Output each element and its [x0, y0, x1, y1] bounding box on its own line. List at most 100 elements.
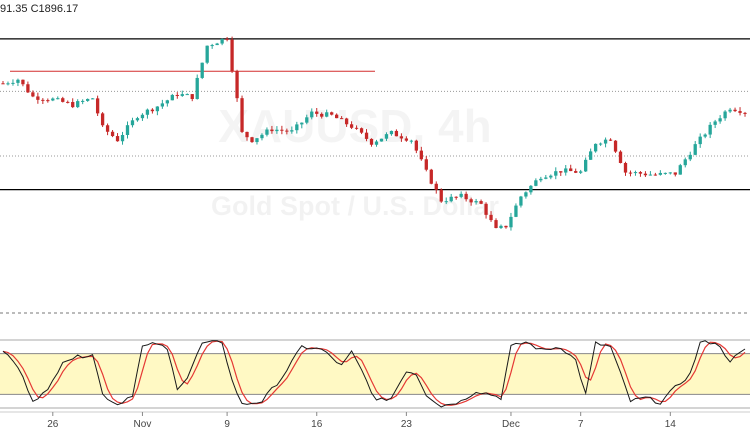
candle [220, 38, 224, 46]
candle-body [648, 174, 653, 176]
candle [115, 133, 120, 142]
candle-body [454, 196, 458, 198]
candle [140, 113, 145, 121]
candle-body [110, 131, 115, 137]
candle-body [339, 118, 344, 120]
candle [66, 100, 70, 104]
candle [434, 181, 438, 194]
candle [593, 143, 598, 153]
candle-body [434, 183, 438, 190]
candle [469, 197, 473, 206]
candle [653, 172, 658, 176]
candle [210, 43, 214, 49]
candle-body [399, 136, 404, 139]
candle-body [240, 98, 244, 132]
candle-body [743, 112, 747, 114]
candle-body [574, 171, 578, 173]
candle-body [683, 159, 687, 166]
candle [464, 191, 468, 202]
candle [364, 129, 369, 142]
candle [698, 133, 702, 148]
candle [26, 81, 30, 93]
stochastic-oscillator [0, 339, 750, 409]
candle-body [325, 112, 329, 117]
x-tick-label: 9 [224, 419, 230, 430]
candle [678, 163, 682, 175]
candle-body [165, 100, 169, 104]
x-tick-label: Nov [134, 419, 152, 430]
watermark-description: Gold Spot / U.S. Dollar [211, 191, 500, 221]
candle [424, 156, 428, 172]
candle-body [479, 201, 483, 204]
horizontal-levels [0, 38, 750, 191]
candle-body [534, 180, 538, 186]
candle [160, 99, 165, 109]
candle [145, 108, 150, 119]
candle-body [584, 159, 588, 172]
watermark-symbol: XAUUSD, 4h [218, 100, 491, 152]
candle-body [260, 134, 264, 139]
candle-body [295, 124, 299, 131]
candle [275, 126, 279, 134]
candle-body [330, 112, 334, 115]
candle-body [409, 140, 414, 142]
candle [449, 193, 453, 203]
candle-body [90, 98, 95, 100]
candle-body [270, 129, 274, 132]
candle [688, 151, 692, 162]
candle [529, 184, 533, 195]
candle [564, 165, 568, 176]
candle [723, 110, 727, 121]
candle [713, 119, 717, 129]
candle [484, 202, 488, 219]
candle-body [195, 77, 199, 100]
candle [494, 218, 498, 229]
candle [399, 133, 404, 142]
candle-body [41, 99, 45, 101]
candle [170, 93, 174, 101]
candle-body [120, 134, 125, 142]
candle [718, 115, 722, 124]
candle-body [564, 168, 568, 173]
candle-body [504, 225, 508, 228]
x-tick-label: 7 [578, 419, 584, 430]
candle [374, 139, 379, 147]
candle [369, 138, 374, 147]
candle-body [673, 172, 677, 175]
candle-body [115, 136, 120, 142]
candle [693, 141, 697, 156]
candle [11, 79, 15, 86]
candle [295, 121, 299, 134]
candle-body [444, 201, 448, 203]
x-tick-label: 26 [47, 419, 59, 430]
candle-body [210, 45, 214, 47]
candle-body [579, 171, 583, 173]
candle-body [125, 125, 130, 135]
candle [180, 90, 184, 97]
candle [728, 107, 732, 114]
candle [215, 42, 219, 46]
candle-body [51, 98, 55, 101]
candle [444, 197, 448, 205]
candle [120, 131, 125, 145]
candle [330, 111, 334, 116]
candle [1, 81, 5, 85]
candle [325, 109, 329, 118]
candle-body [653, 174, 658, 176]
candle-body [698, 136, 702, 145]
candle [733, 107, 737, 113]
ohlc-header: 91.35 C1896.17 [0, 3, 79, 15]
candle-body [643, 173, 648, 176]
candle [379, 138, 384, 142]
candle-body [354, 127, 359, 129]
candle-body [569, 168, 573, 172]
candle [474, 198, 478, 205]
candle [509, 212, 513, 231]
candle-body [663, 172, 667, 174]
candle-body [603, 139, 608, 144]
candle [429, 168, 433, 185]
candle-body [16, 79, 20, 83]
candle-body [140, 114, 145, 119]
